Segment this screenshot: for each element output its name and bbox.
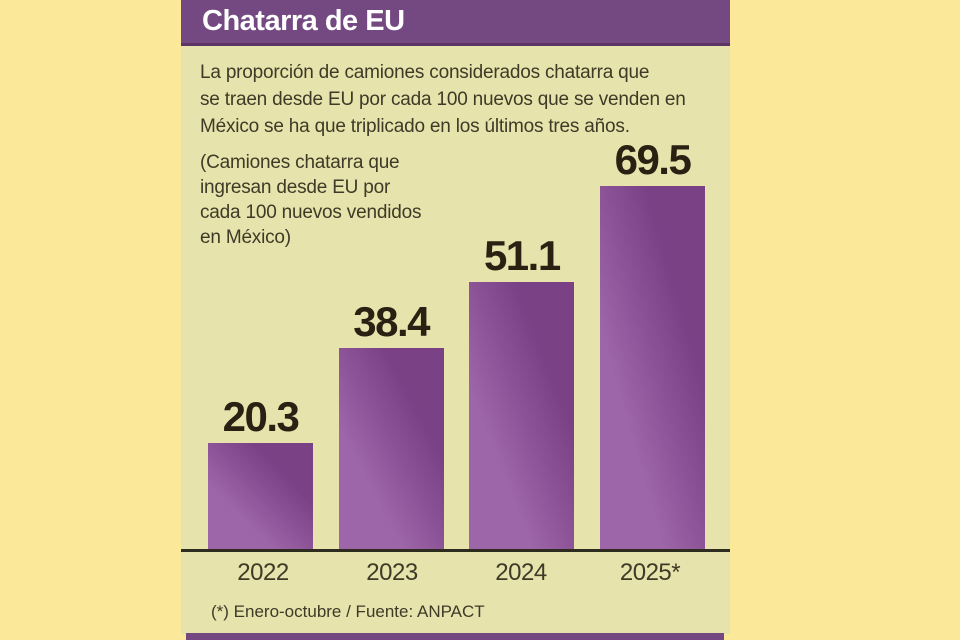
x-axis-label-2022: 2022 [237,559,289,586]
bar-group-2022: 20.3 [208,396,313,549]
bar-value-label: 38.4 [353,298,430,345]
bar-chart: 20.3 38.4 51.1 69.5 [208,139,705,549]
bar-value-label: 20.3 [222,393,300,440]
bar-2024 [469,282,575,549]
intro-text: La proporción de camiones considerados c… [200,62,686,137]
bar-2025 [599,186,705,549]
infographic-panel: Chatarra de EU La proporción de camiones… [181,0,730,634]
bar-group-2024: 51.1 [469,232,575,549]
bar-group-2025: 69.5 [599,136,705,549]
footer-accent-bar [186,633,724,640]
footnote-source: (*) Enero-octubre / Fuente: ANPACT [211,602,485,621]
bar-2023 [338,348,444,549]
bar-value-label: 69.5 [614,136,692,183]
x-axis-label-2025: 2025* [619,559,681,586]
bar-value-label: 51.1 [483,232,561,279]
chart-subtitle: (Camiones chatarra que ingresan desde EU… [200,152,422,248]
header-bar: Chatarra de EU [181,0,730,46]
page-title: Chatarra de EU [202,5,405,37]
bar-2022 [208,443,313,549]
bar-group-2023: 38.4 [338,298,444,549]
x-axis-label-2023: 2023 [366,559,418,586]
x-axis-line [181,549,730,552]
x-axis-labels: 2022 2023 2024 2025* [208,559,705,587]
x-axis-label-2024: 2024 [495,559,547,586]
